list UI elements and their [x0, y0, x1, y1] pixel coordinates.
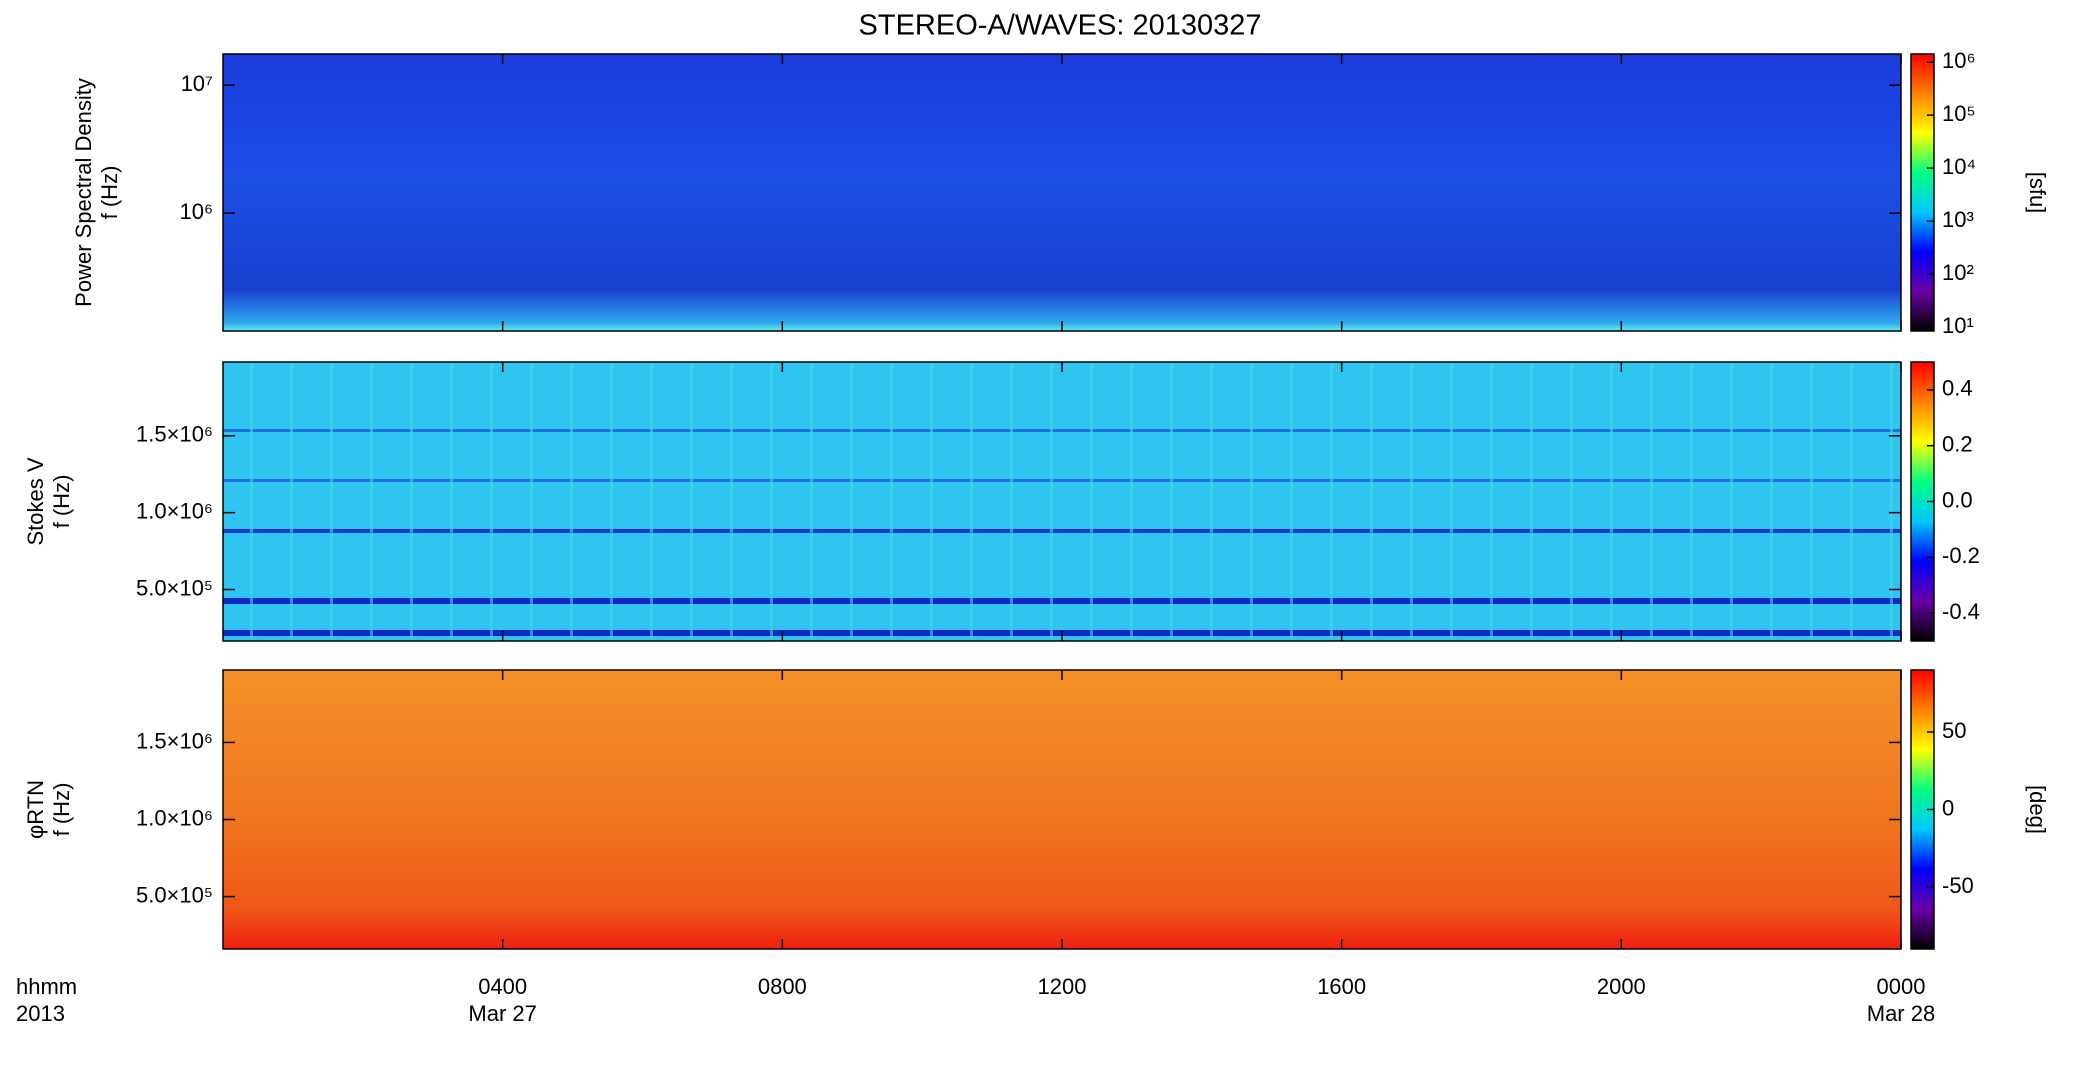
y-tick-label: 10⁶: [179, 199, 213, 224]
colorbar-tick-label: 10⁶: [1942, 48, 1976, 73]
colorbar: [1910, 53, 1935, 332]
spectrogram-image: [223, 362, 1901, 641]
y-tick-label: 1.0×10⁶: [136, 498, 213, 523]
colorbar-tick-label: 0.2: [1942, 432, 1973, 457]
x-tick-label: 0000: [1877, 974, 1926, 999]
x-axis-label: hhmm: [16, 974, 77, 999]
chart-title: STEREO-A/WAVES: 20130327: [859, 10, 1262, 42]
y-axis-label: f (Hz): [97, 166, 122, 220]
colorbar-tick-label: -50: [1942, 873, 1974, 898]
spectrogram-image: [223, 54, 1901, 331]
y-axis-label: φRTN: [23, 780, 48, 839]
colorbar-label: [deg]: [2025, 785, 2050, 834]
y-tick-label: 1.5×10⁶: [136, 728, 213, 753]
y-axis-label: f (Hz): [49, 475, 74, 529]
spectrogram-image: [223, 670, 1901, 949]
y-axis-label: f (Hz): [49, 783, 74, 837]
x-date-label: Mar 27: [468, 1001, 536, 1026]
y-tick-label: 5.0×10⁵: [136, 882, 213, 907]
colorbar-tick-label: 10⁵: [1942, 101, 1976, 126]
x-tick-label: 0800: [758, 974, 807, 999]
x-date-label: Mar 28: [1867, 1001, 1935, 1026]
colorbar-tick-label: 10⁴: [1942, 154, 1976, 179]
x-tick-label: 0400: [478, 974, 527, 999]
colorbar-tick-label: 0: [1942, 795, 1954, 820]
y-tick-label: 10⁷: [181, 71, 213, 96]
colorbar-label: [sfu]: [2025, 172, 2050, 214]
colorbar-tick-label: -0.4: [1942, 599, 1980, 624]
colorbar-tick-label: 10³: [1942, 207, 1974, 232]
x-tick-label: 1200: [1038, 974, 1087, 999]
colorbar-tick-label: -0.2: [1942, 543, 1980, 568]
colorbar-tick-label: 50: [1942, 718, 1966, 743]
x-axis-label: 2013: [16, 1001, 65, 1026]
y-tick-label: 5.0×10⁵: [136, 575, 213, 600]
y-axis-label: Power Spectral Density: [71, 78, 96, 307]
x-tick-label: 1600: [1317, 974, 1366, 999]
colorbar-tick-label: 0.4: [1942, 376, 1973, 401]
y-tick-label: 1.0×10⁶: [136, 805, 213, 830]
colorbar-tick-label: 10²: [1942, 260, 1974, 285]
x-tick-label: 2000: [1597, 974, 1646, 999]
colorbar-tick-label: 10¹: [1942, 313, 1974, 338]
colorbar-tick-label: 0.0: [1942, 487, 1973, 512]
y-axis-label: Stokes V: [23, 457, 48, 545]
y-tick-label: 1.5×10⁶: [136, 422, 213, 447]
